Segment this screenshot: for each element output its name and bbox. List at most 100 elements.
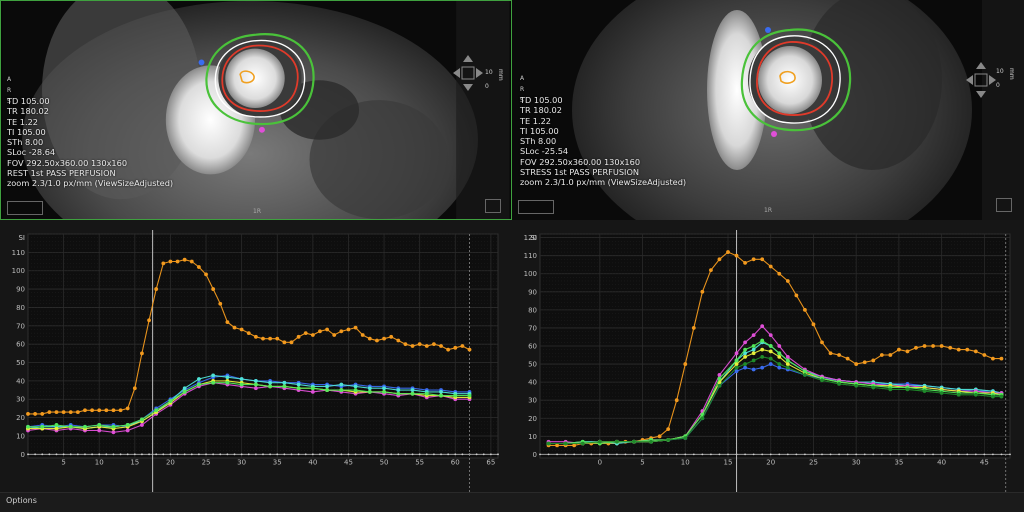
x-axis-dot: [547, 453, 550, 456]
stress-signal-intensity-graph[interactable]: 0 10 20 30 40 50 60 70 80 90 100 110 120 0 5 10 15 20 25 30…: [512, 220, 1024, 492]
x-axis-dot: [949, 453, 952, 456]
x-tick-label: 15: [724, 458, 733, 466]
rest-thumbnail-box[interactable]: [7, 201, 43, 215]
x-axis-dot: [863, 453, 866, 456]
series-point-5: [803, 369, 807, 374]
stress-navigation-widget[interactable]: [964, 60, 998, 100]
series-point-0: [268, 336, 273, 341]
series-point-0: [691, 326, 696, 330]
stress-perfusion-viewport[interactable]: A R S TD 105.00 TR 180.02 TE 1.22 TI 105…: [512, 0, 1024, 220]
x-axis-dot: [898, 453, 900, 456]
series-point-0: [211, 287, 216, 291]
series-point-0: [204, 272, 208, 277]
series-point-0: [154, 287, 159, 291]
series-point-6: [597, 439, 602, 444]
rest-orientation: A R S: [7, 76, 12, 105]
series-point-5: [760, 338, 765, 343]
x-axis-dot: [447, 453, 450, 456]
series-point-0: [811, 322, 816, 327]
x-axis-dot: [590, 453, 593, 456]
series-point-0: [332, 333, 337, 337]
series-point-0: [460, 344, 465, 348]
info-series: REST 1st PASS PERFUSION: [7, 168, 116, 179]
x-axis-dot: [556, 453, 558, 456]
y-tick-label: 50: [528, 361, 537, 369]
series-point-3: [111, 430, 116, 435]
x-axis-dot: [76, 453, 79, 456]
series-point-5: [751, 344, 756, 348]
x-axis-dot: [290, 453, 293, 456]
x-axis-dot: [650, 453, 652, 456]
y-axis-label: SI: [530, 234, 537, 242]
x-axis-dot: [212, 453, 215, 456]
series-point-0: [965, 347, 970, 352]
series-point-0: [310, 333, 315, 337]
options-menu[interactable]: Options: [6, 496, 37, 505]
series-point-0: [446, 347, 451, 352]
y-tick-label: 20: [16, 414, 25, 422]
y-tick-label: 100: [12, 267, 25, 275]
x-axis-dot: [992, 453, 994, 456]
x-axis-dot: [233, 453, 236, 456]
x-axis-dot: [616, 453, 618, 456]
series-point-0: [118, 408, 123, 413]
rest-dicom-info: TD 105.00 TR 180.02 TE 1.22 TI 105.00 ST…: [7, 96, 173, 189]
y-tick-label: 0: [533, 451, 537, 459]
series-point-0: [175, 259, 180, 264]
series-point-0: [939, 344, 944, 348]
series-point-0: [296, 334, 301, 339]
y-tick-label: 10: [16, 432, 25, 440]
rest-navigation-widget[interactable]: [451, 53, 485, 93]
series-point-5: [367, 390, 372, 394]
x-axis-dot: [744, 453, 746, 456]
series-point-0: [189, 259, 194, 264]
series-point-6: [837, 382, 841, 386]
series-point-0: [403, 342, 408, 347]
x-axis-dot: [205, 453, 207, 456]
rest-corner-box[interactable]: [485, 199, 501, 213]
series-point-6: [666, 438, 671, 442]
rest-graph-canvas[interactable]: 0 10 20 30 40 50 60 70 80 90 100 110 5 10 15 20 25 30 35 40…: [0, 220, 512, 492]
series-point-2: [743, 351, 747, 356]
x-axis-dot: [573, 453, 576, 456]
series-point-4: [760, 347, 765, 352]
y-axis-label: SI: [18, 234, 25, 242]
x-axis-dot: [846, 453, 849, 456]
series-point-0: [674, 398, 679, 403]
series-point-0: [147, 318, 151, 323]
series-line-3: [27, 382, 470, 433]
series-point-0: [104, 408, 109, 413]
x-axis-dot: [326, 453, 328, 456]
series-point-0: [777, 271, 782, 276]
y-tick-label: 120: [524, 234, 537, 242]
x-tick-label: 20: [766, 458, 775, 466]
x-axis-dot: [461, 453, 464, 456]
stress-graph-canvas[interactable]: 0 10 20 30 40 50 60 70 80 90 100 110 120 0 5 10 15 20 25 30…: [512, 220, 1024, 492]
series-point-0: [246, 331, 251, 336]
y-tick-label: 0: [21, 451, 25, 459]
x-axis-dot: [347, 453, 350, 456]
series-point-2: [751, 347, 756, 352]
series-point-0: [828, 351, 833, 356]
series-point-0: [467, 347, 472, 352]
stress-corner-box[interactable]: [996, 198, 1012, 212]
series-point-5: [239, 382, 244, 387]
series-point-5: [396, 391, 401, 396]
x-axis-dot: [607, 453, 610, 456]
endocardial-contour: [221, 44, 299, 112]
x-axis-dot: [368, 453, 371, 456]
rest-perfusion-viewport[interactable]: A R S TD 105.00 TR 180.02 TE 1.22 TI 105…: [0, 0, 512, 220]
series-point-3: [310, 390, 315, 394]
series-point-6: [888, 387, 893, 392]
rest-signal-intensity-graph[interactable]: 0 10 20 30 40 50 60 70 80 90 100 110 5 10 15 20 25 30 35 40…: [0, 220, 512, 492]
series-point-0: [40, 412, 45, 416]
series-point-5: [777, 351, 782, 356]
series-point-0: [26, 412, 30, 416]
series-point-0: [325, 327, 329, 332]
series-point-0: [751, 257, 756, 262]
x-axis-dot: [141, 453, 143, 456]
series-point-0: [218, 301, 223, 306]
series-point-0: [75, 410, 80, 414]
stress-thumbnail-box[interactable]: [518, 200, 554, 214]
series-point-0: [68, 410, 73, 414]
